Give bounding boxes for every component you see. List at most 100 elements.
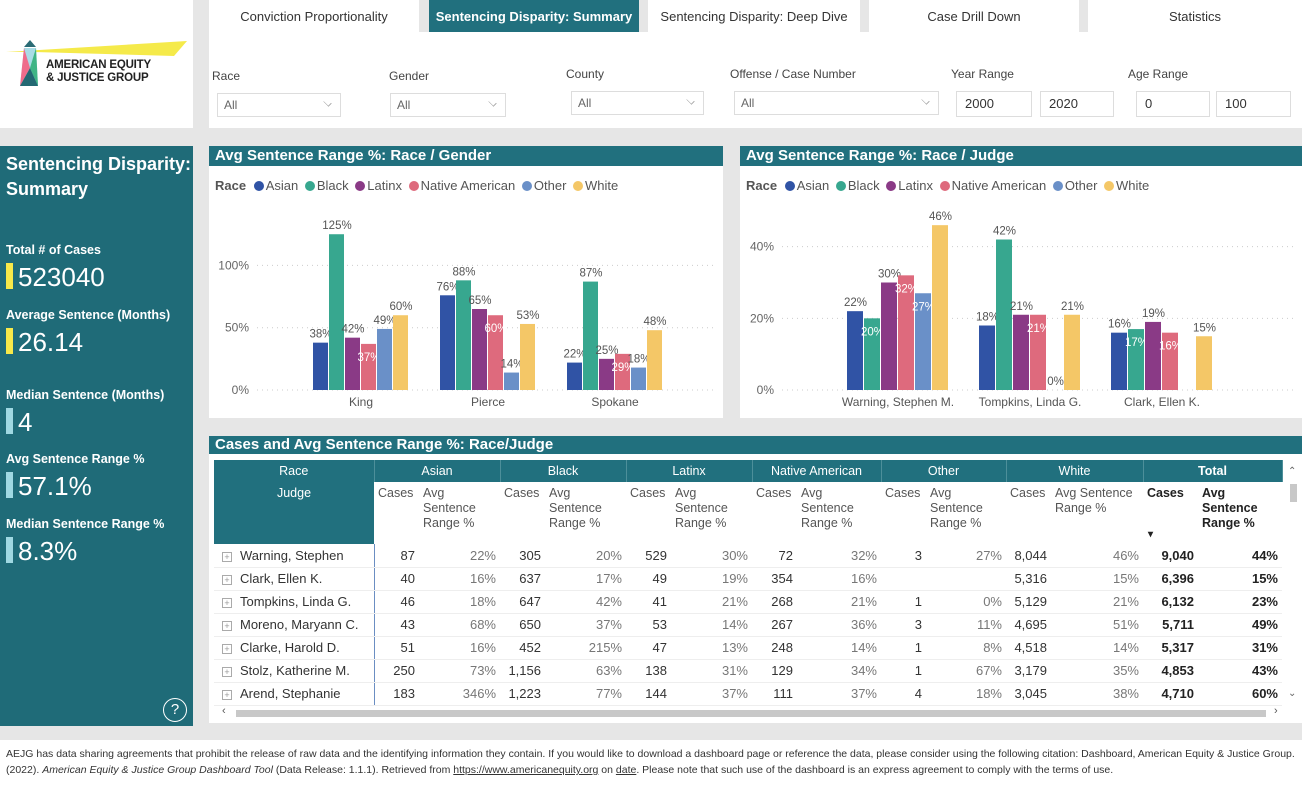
table-row[interactable]: + Warning, Stephen 87 22% 305 20% 529 30% 72 32% 3…: [214, 544, 1282, 568]
group-header-native-american[interactable]: Native American: [752, 460, 882, 482]
bar-native-american-spokane[interactable]: [615, 353, 630, 390]
bar-asian-pierce[interactable]: [440, 295, 455, 390]
subheader-cases-native-american[interactable]: Cases: [756, 486, 792, 500]
expand-icon[interactable]: +: [222, 644, 232, 654]
bar-latinx-clark-ellen-k-[interactable]: [1145, 321, 1161, 390]
footer-date-link[interactable]: date: [615, 764, 637, 776]
bar-black-tompkins-linda-g-[interactable]: [996, 239, 1012, 391]
bar-white-tompkins-linda-g-[interactable]: [1064, 314, 1080, 390]
expand-icon[interactable]: +: [222, 551, 232, 562]
judge-header[interactable]: Judge: [214, 482, 374, 544]
tab-sentencing-deep-dive[interactable]: Sentencing Disparity: Deep Dive: [648, 0, 860, 32]
legend-item-asian[interactable]: Asian: [253, 178, 298, 193]
table-row[interactable]: + Stolz, Katherine M. 250 73% 1,156 63% 138 31%…: [214, 659, 1282, 683]
scroll-up-icon[interactable]: ⌃: [1288, 466, 1297, 477]
subheader-cases-asian[interactable]: Cases: [378, 486, 414, 500]
bar-asian-clark-ellen-k-[interactable]: [1111, 332, 1127, 390]
tab-sentencing-summary[interactable]: Sentencing Disparity: Summary: [429, 0, 639, 32]
bar-latinx-king[interactable]: [345, 337, 360, 390]
expand-icon[interactable]: +: [222, 575, 232, 585]
bar-native-american-clark-ellen-k-[interactable]: [1162, 332, 1178, 390]
bar-latinx-spokane[interactable]: [599, 358, 614, 390]
county-filter-select[interactable]: All: [571, 91, 704, 115]
group-header-latinx[interactable]: Latinx: [626, 460, 753, 482]
legend-item-white[interactable]: White: [1104, 178, 1149, 193]
expand-icon[interactable]: +: [222, 667, 232, 677]
judge-cell[interactable]: + Moreno, Maryann C.: [214, 613, 375, 637]
judge-cell[interactable]: + Tompkins, Linda G.: [214, 590, 375, 614]
group-header-white[interactable]: White: [1006, 460, 1144, 482]
table-row[interactable]: + Tompkins, Linda G. 46 18% 647 42% 41 21% 268 21…: [214, 590, 1282, 614]
bar-black-clark-ellen-k-[interactable]: [1128, 329, 1144, 390]
group-header-total[interactable]: Total: [1143, 460, 1283, 482]
subheader-avg-range-total[interactable]: Avg Sentence Range %: [1202, 486, 1258, 530]
age-from-input[interactable]: 0: [1136, 91, 1210, 117]
bar-white-king[interactable]: [393, 315, 408, 390]
race-filter-select[interactable]: All: [217, 93, 341, 117]
legend-item-asian[interactable]: Asian: [784, 178, 829, 193]
judge-cell[interactable]: + Clark, Ellen K.: [214, 567, 375, 591]
bar-native-american-tompkins-linda-g-[interactable]: [1030, 314, 1046, 390]
legend-item-black[interactable]: Black: [835, 178, 880, 193]
subheader-avg-range-latinx[interactable]: Avg Sentence Range %: [675, 486, 728, 530]
tab-conviction-proportionality[interactable]: Conviction Proportionality: [209, 0, 419, 32]
legend-item-native-american[interactable]: Native American: [408, 178, 515, 193]
group-header-asian[interactable]: Asian: [374, 460, 501, 482]
subheader-cases-other[interactable]: Cases: [885, 486, 921, 500]
legend-item-native-american[interactable]: Native American: [939, 178, 1046, 193]
table-row[interactable]: + Clarke, Harold D. 51 16% 452 215% 47 13% 248 14…: [214, 636, 1282, 660]
expand-icon[interactable]: +: [222, 690, 232, 700]
judge-cell[interactable]: + Arend, Stephanie: [214, 682, 375, 706]
tab-statistics[interactable]: Statistics: [1088, 0, 1302, 32]
legend-item-other[interactable]: Other: [1052, 178, 1097, 193]
horizontal-scrollbar[interactable]: ‹ ›: [214, 705, 1289, 718]
bar-asian-tompkins-linda-g-[interactable]: [979, 325, 995, 391]
bar-other-warning-stephen-m-[interactable]: [915, 293, 931, 390]
bar-asian-warning-stephen-m-[interactable]: [847, 311, 863, 390]
year-from-input[interactable]: 2000: [956, 91, 1032, 117]
bar-other-pierce[interactable]: [504, 372, 519, 390]
bar-white-clark-ellen-k-[interactable]: [1196, 336, 1212, 390]
subheader-avg-range-other[interactable]: Avg Sentence Range %: [930, 486, 983, 530]
bar-black-king[interactable]: [329, 234, 344, 390]
footer-website-link[interactable]: https://www.americanequity.org: [453, 764, 599, 776]
group-header-black[interactable]: Black: [500, 460, 627, 482]
subheader-cases-latinx[interactable]: Cases: [630, 486, 666, 500]
scroll-right-icon[interactable]: ›: [1274, 705, 1278, 717]
legend-item-latinx[interactable]: Latinx: [355, 178, 402, 193]
bar-asian-spokane[interactable]: [567, 362, 582, 390]
bar-native-american-warning-stephen-m-[interactable]: [898, 275, 914, 390]
group-header-other[interactable]: Other: [881, 460, 1007, 482]
help-icon[interactable]: ?: [163, 698, 187, 722]
judge-cell[interactable]: + Clarke, Harold D.: [214, 636, 375, 660]
legend-item-black[interactable]: Black: [304, 178, 349, 193]
bar-black-warning-stephen-m-[interactable]: [864, 318, 880, 390]
judge-cell[interactable]: + Warning, Stephen: [214, 544, 375, 568]
tab-case-drill-down[interactable]: Case Drill Down: [869, 0, 1079, 32]
bar-white-spokane[interactable]: [647, 330, 662, 390]
bar-black-spokane[interactable]: [583, 281, 598, 390]
expand-icon[interactable]: +: [222, 621, 232, 631]
bar-other-spokane[interactable]: [631, 367, 646, 390]
subheader-avg-range-asian[interactable]: Avg Sentence Range %: [423, 486, 476, 530]
bar-native-american-pierce[interactable]: [488, 315, 503, 390]
bar-latinx-pierce[interactable]: [472, 309, 487, 390]
bar-black-pierce[interactable]: [456, 280, 471, 390]
gender-filter-select[interactable]: All: [390, 93, 506, 117]
bar-latinx-warning-stephen-m-[interactable]: [881, 282, 897, 391]
age-to-input[interactable]: 100: [1216, 91, 1291, 117]
table-row[interactable]: + Arend, Stephanie 183 346% 1,223 77% 144 37% 11…: [214, 682, 1282, 706]
year-to-input[interactable]: 2020: [1040, 91, 1114, 117]
subheader-avg-range-black[interactable]: Avg Sentence Range %: [549, 486, 602, 530]
bar-other-king[interactable]: [377, 328, 392, 390]
bar-latinx-tompkins-linda-g-[interactable]: [1013, 314, 1029, 390]
subheader-avg-range-white[interactable]: Avg Sentence Range %: [1055, 486, 1133, 515]
subheader-cases-black[interactable]: Cases: [504, 486, 540, 500]
bar-white-warning-stephen-m-[interactable]: [932, 225, 948, 390]
subheader-cases-white[interactable]: Cases: [1010, 486, 1046, 500]
bar-asian-king[interactable]: [313, 342, 328, 390]
judge-cell[interactable]: + Stolz, Katherine M.: [214, 659, 375, 683]
expand-icon[interactable]: +: [222, 598, 232, 608]
bar-native-american-king[interactable]: [361, 343, 376, 390]
offense-filter-select[interactable]: All: [734, 91, 939, 115]
